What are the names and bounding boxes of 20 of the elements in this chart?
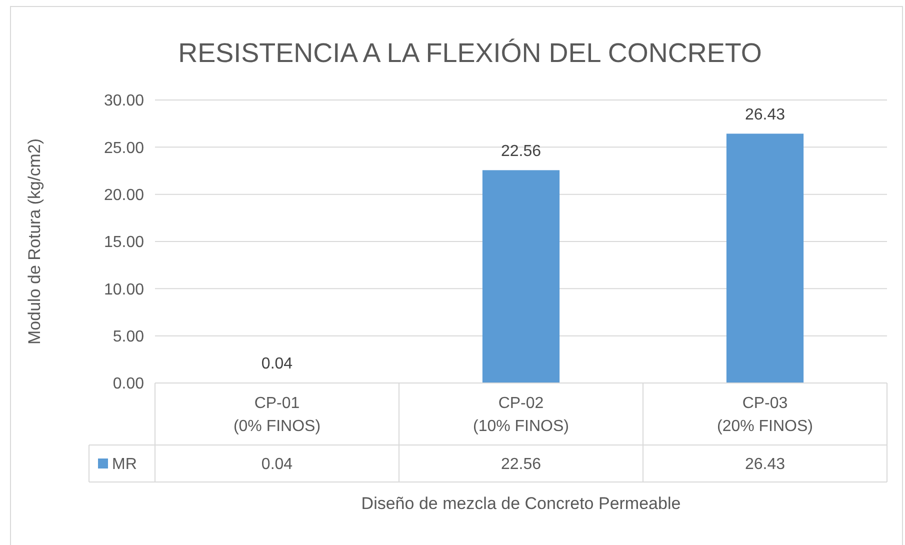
x-axis-title: Diseño de mezcla de Concreto Permeable <box>361 494 681 513</box>
annotation: 0.04 <box>261 356 293 373</box>
chart-title: RESISTENCIA A LA FLEXIÓN DEL CONCRETO <box>178 38 762 68</box>
y-tick-label: 15.00 <box>104 234 144 252</box>
y-tick-label: 30.00 <box>104 92 144 110</box>
y-tick-label: 10.00 <box>104 281 144 298</box>
x-tick-label: CP-02 (10% FINOS) <box>472 395 570 435</box>
y-tick-label: 25.00 <box>104 140 144 157</box>
x-tick-label: CP-03 (20% FINOS) <box>716 395 814 435</box>
legend-label: MR <box>112 456 137 474</box>
x-tick-label: CP-01 (0% FINOS) <box>233 395 321 435</box>
y-axis-title: Modulo de Rotura (kg/cm2) <box>25 138 44 344</box>
data-label: 0.04 <box>261 456 293 474</box>
y-tick-label: 5.00 <box>112 328 144 346</box>
y-tick-label: 20.00 <box>104 186 144 204</box>
annotation: 26.43 <box>744 106 786 124</box>
annotation: 22.56 <box>500 143 542 160</box>
y-tick-label: 0.00 <box>112 376 144 393</box>
data-label: 26.43 <box>744 456 786 474</box>
data-label: 22.56 <box>500 456 542 474</box>
